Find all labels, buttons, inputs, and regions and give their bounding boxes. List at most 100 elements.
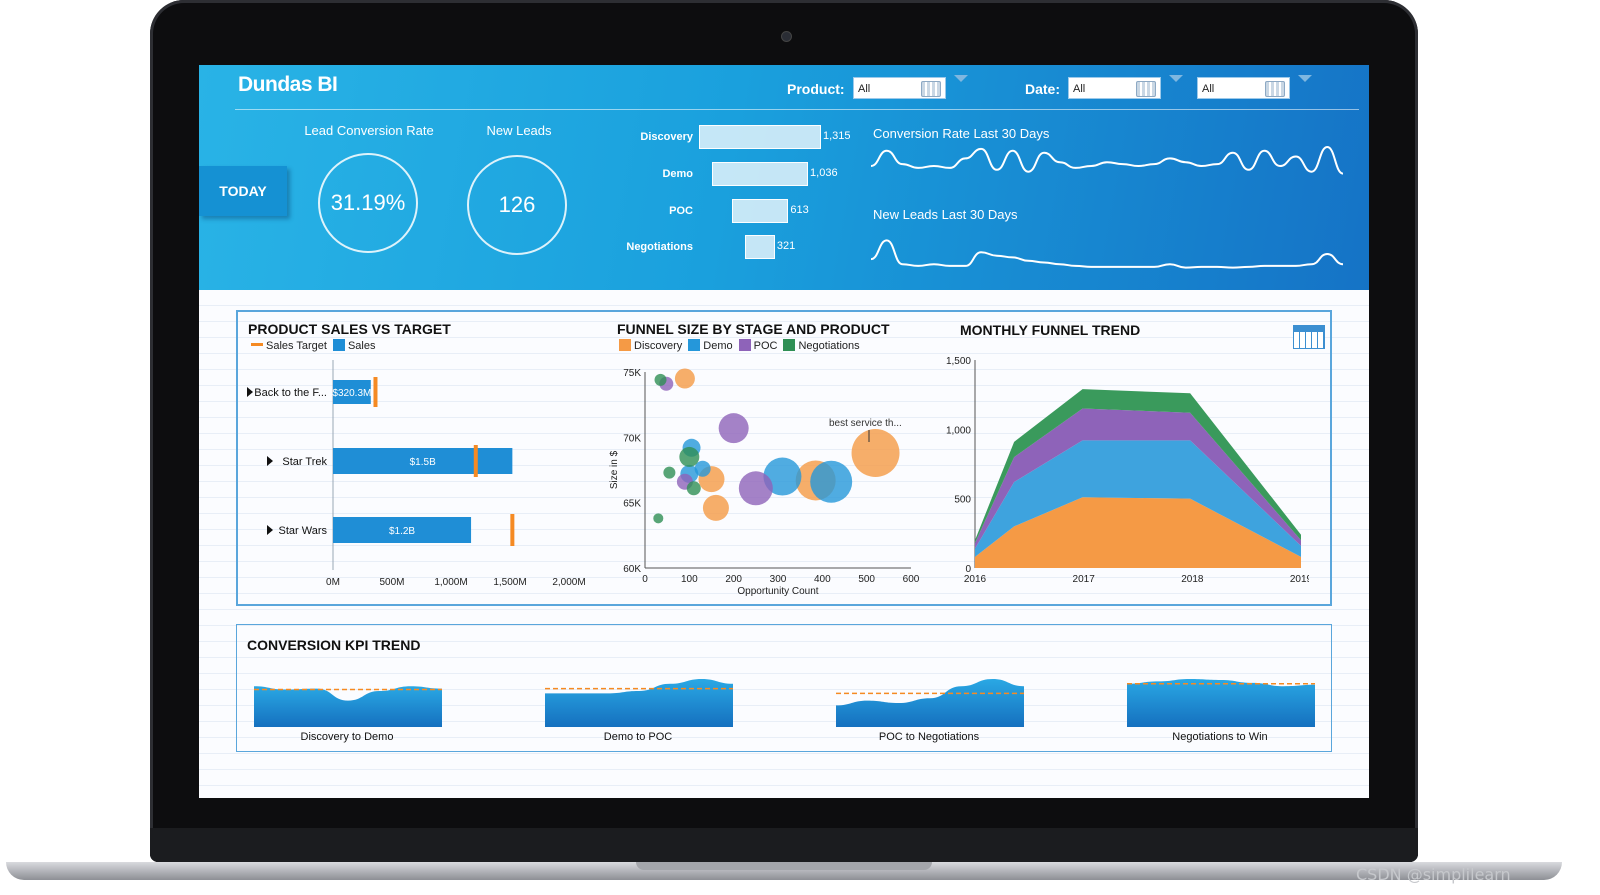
kpi-trend-label: Negotiations to Win <box>1172 731 1268 743</box>
x-tick-label: 300 <box>770 574 787 585</box>
chevron-down-icon[interactable] <box>1298 75 1312 82</box>
sparkline-title-conversion: Conversion Rate Last 30 Days <box>873 126 1050 141</box>
expand-caret-icon <box>267 525 273 535</box>
sales-bar-label: $1.2B <box>389 526 415 537</box>
product-row-label: Back to the F... <box>254 387 327 399</box>
kpi-trend-area <box>254 686 442 727</box>
legend-label: POC <box>753 340 778 352</box>
bubble-point <box>679 446 700 467</box>
target-marker <box>473 445 478 477</box>
product-filter-input[interactable]: All <box>853 77 946 99</box>
bubble-point <box>702 494 729 521</box>
expand-caret-icon <box>267 456 273 466</box>
legend-item-discovery: Discovery <box>619 339 682 352</box>
chevron-down-icon[interactable] <box>1169 75 1183 82</box>
legend-label: Negotiations <box>798 340 860 352</box>
sales-bar-label: $320.3M <box>332 388 371 399</box>
kpi-trend-area <box>1127 679 1315 727</box>
area-series <box>975 440 1301 557</box>
bubble-point <box>654 373 667 386</box>
sparkline-path <box>870 145 1344 175</box>
x-tick-label: 2019 <box>1290 574 1309 585</box>
table-icon[interactable] <box>1293 325 1325 349</box>
x-tick-label: 500M <box>379 577 404 588</box>
funnel-stage-label: Discovery <box>640 131 693 143</box>
monthly-trend-title: MONTHLY FUNNEL TREND <box>960 322 1141 338</box>
logo-text: Dundas BI <box>238 73 338 96</box>
x-tick-label: 100 <box>681 574 698 585</box>
discovery-swatch <box>619 339 631 351</box>
kpi-trend-label: Demo to POC <box>603 731 673 743</box>
date-to-input[interactable]: All <box>1197 77 1290 99</box>
product-sales-chart: 0M 500M 1,000M 1,500M 2,000M $320.3M Back to t… <box>247 360 586 588</box>
x-axis-label: Opportunity Count <box>737 586 818 597</box>
funnel-stage-label: POC <box>669 205 693 217</box>
funnel-size-title: FUNNEL SIZE BY STAGE AND PRODUCT <box>617 321 890 337</box>
calendar-icon[interactable] <box>1265 81 1285 97</box>
bubble-point <box>653 513 664 524</box>
funnel-bar <box>745 235 775 259</box>
legend-item-sales-target: Sales Target <box>251 340 327 352</box>
sales-bar <box>333 517 472 543</box>
filter-icon[interactable] <box>921 81 941 97</box>
dashboard-screen: Dundas BI Product: All Date: All All TOD… <box>199 65 1369 798</box>
calendar-icon[interactable] <box>1136 81 1156 97</box>
y-tick-label: 60K <box>623 564 641 575</box>
x-tick-label: 2017 <box>1073 574 1096 585</box>
dundas-logo: Dundas BI <box>238 73 338 97</box>
product-sales-title: PRODUCT SALES VS TARGET <box>248 321 451 337</box>
date-filter-label: Date: <box>1025 81 1061 97</box>
legend-label: Sales Target <box>266 339 327 352</box>
sales-bar <box>333 448 513 474</box>
date-from-input[interactable]: All <box>1068 77 1161 99</box>
funnel-value: 613 <box>790 204 809 216</box>
funnel-value: 321 <box>776 240 796 252</box>
date-to-value: All <box>1202 83 1215 95</box>
y-tick-label: 1,000 <box>946 425 971 436</box>
kpi-new-leads-value: 126 <box>498 192 536 217</box>
area-series <box>975 408 1301 549</box>
bubble-point <box>663 466 676 479</box>
kpi-trend-panel-frame <box>236 624 1332 752</box>
header-divider <box>235 109 1359 110</box>
x-tick-label: 2,000M <box>552 577 585 588</box>
x-tick-label: 0 <box>642 574 648 585</box>
funnel-stage-label: Negotiations <box>626 241 693 253</box>
demo-swatch <box>688 339 701 351</box>
dashboard-header: Dundas BI Product: All Date: All All TOD… <box>199 65 1369 290</box>
product-row-label: Star Trek <box>282 456 327 468</box>
negotiations-swatch <box>783 339 796 351</box>
y-tick-label: 500 <box>954 495 971 506</box>
watermark: CSDN @simplilearn <box>1356 865 1511 884</box>
product-filter-value: All <box>858 83 871 95</box>
x-tick-label: 2016 <box>964 574 987 585</box>
legend-item-negotiations: Negotiations <box>783 339 860 352</box>
sparkline-title-new-leads: New Leads Last 30 Days <box>873 207 1018 222</box>
kpi-trend-label: Discovery to Demo <box>300 731 394 743</box>
kpi-new-leads-gauge: 126 <box>467 155 567 255</box>
y-tick-label: 65K <box>623 499 641 510</box>
bubble-point <box>810 460 853 503</box>
bubble-point <box>674 368 695 389</box>
kpi-trend-chart <box>545 679 733 727</box>
sales-bar-label: $1.5B <box>410 457 436 468</box>
date-from-value: All <box>1073 83 1086 95</box>
charts-panel-frame <box>236 310 1332 606</box>
legend-label: Discovery <box>634 340 683 352</box>
bubble-point <box>718 413 749 444</box>
y-tick-label: 1,500 <box>946 356 971 367</box>
legend-label: Sales <box>347 340 376 352</box>
laptop-notch <box>636 862 932 870</box>
bubble-point <box>851 429 900 478</box>
today-button[interactable]: TODAY <box>199 166 287 216</box>
y-tick-label: 0 <box>965 564 971 575</box>
sales-swatch <box>332 339 345 351</box>
x-tick-label: 200 <box>725 574 742 585</box>
bubble-point <box>686 481 701 496</box>
kpi-title-new-leads: New Leads <box>486 123 552 138</box>
laptop-chin <box>150 828 1418 862</box>
chevron-down-icon[interactable] <box>954 75 968 82</box>
kpi-trend-title: CONVERSION KPI TREND <box>247 637 421 653</box>
annotation-label: best service th... <box>829 418 902 429</box>
area-series <box>975 497 1301 568</box>
